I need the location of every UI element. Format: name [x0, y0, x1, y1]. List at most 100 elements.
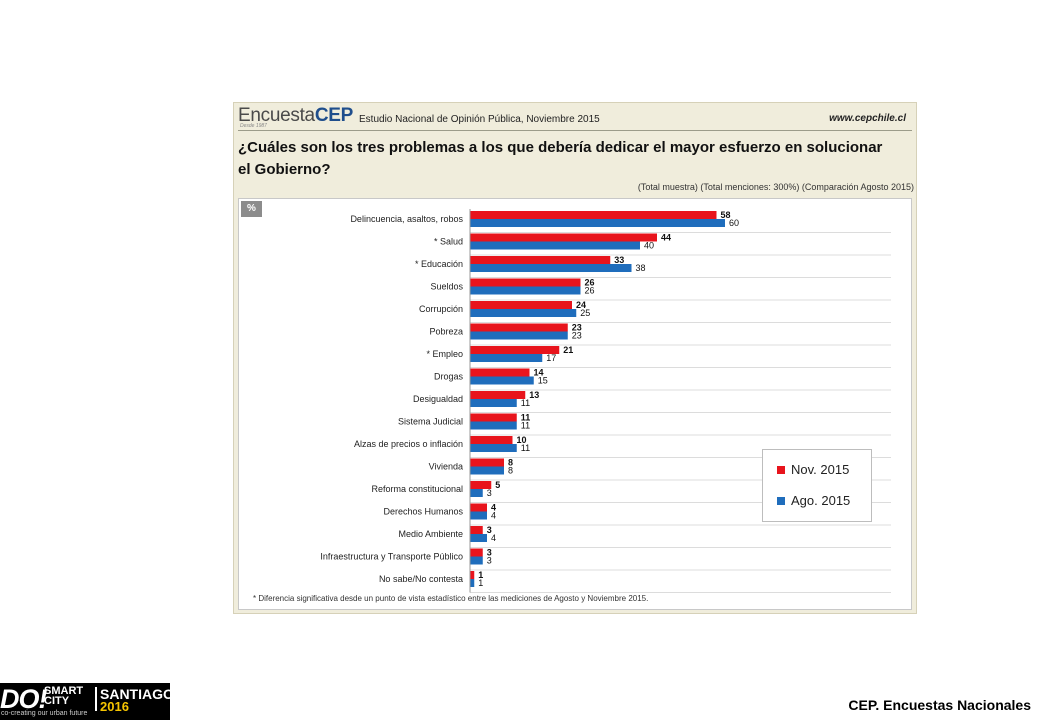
value-label-nov: 5 — [495, 480, 500, 490]
bar-ago-2015 — [470, 376, 534, 385]
value-label-ago: 1 — [478, 578, 483, 588]
legend-label-nov: Nov. 2015 — [791, 462, 850, 477]
legend-item-nov: Nov. 2015 — [777, 462, 849, 477]
logo-tagline: co-creating our urban future — [1, 710, 88, 717]
value-label-nov: 10 — [517, 435, 527, 445]
category-label: * Educación — [415, 259, 463, 269]
sample-note: (Total muestra) (Total menciones: 300%) … — [637, 182, 914, 192]
value-label-ago: 26 — [585, 286, 595, 296]
bar-ago-2015 — [470, 466, 504, 475]
bar-ago-2015 — [470, 354, 543, 362]
value-label-ago: 60 — [729, 218, 739, 228]
do-smart-city-logo: DO! SMART CITY SANTIAGO 2016 co-creating… — [0, 683, 174, 720]
bar-ago-2015 — [470, 241, 640, 250]
legend-label-ago: Ago. 2015 — [791, 493, 851, 508]
bar-nov-2015 — [470, 346, 560, 354]
logo-city-text: CITY — [44, 695, 70, 707]
bar-nov-2015 — [470, 548, 483, 557]
category-label: Vivienda — [429, 462, 463, 472]
value-label-ago: 4 — [491, 511, 496, 521]
value-label-ago: 15 — [538, 376, 548, 386]
legend-item-ago: Ago. 2015 — [777, 493, 850, 508]
value-label-nov: 13 — [529, 390, 539, 400]
website-link[interactable]: www.cepchile.cl — [829, 113, 906, 124]
value-label-nov: 14 — [534, 368, 544, 378]
bar-ago-2015 — [470, 399, 517, 407]
bar-nov-2015 — [470, 458, 504, 467]
category-label: Reforma constitucional — [371, 484, 463, 494]
value-label-nov: 8 — [508, 458, 513, 468]
bar-ago-2015 — [470, 489, 483, 497]
category-label: Derechos Humanos — [383, 507, 463, 517]
bar-nov-2015 — [470, 413, 517, 422]
category-label: * Salud — [434, 237, 463, 247]
bar-nov-2015 — [470, 323, 568, 332]
bar-nov-2015 — [470, 481, 492, 489]
category-label: Alzas de precios o inflación — [354, 439, 463, 449]
value-label-ago: 11 — [521, 398, 530, 408]
footer-credit: CEP. Encuestas Nacionales — [848, 697, 1031, 713]
logo-divider — [95, 687, 97, 711]
bar-nov-2015 — [470, 233, 657, 242]
brand-subtitle: Desde 1987 — [240, 123, 267, 129]
value-label-nov: 3 — [487, 525, 492, 535]
value-label-nov: 26 — [585, 278, 595, 288]
category-label: * Empleo — [426, 349, 463, 359]
logo-smart-text: SMART — [44, 685, 84, 697]
value-label-ago: 11 — [521, 421, 530, 431]
bar-ago-2015 — [470, 286, 581, 295]
bar-nov-2015 — [470, 526, 483, 534]
bar-nov-2015 — [470, 391, 526, 399]
value-label-nov: 11 — [521, 413, 531, 423]
study-title: Estudio Nacional de Opinión Pública, Nov… — [359, 114, 600, 125]
logo-do-text: DO! — [0, 684, 47, 714]
value-label-nov: 23 — [572, 323, 582, 333]
bar-ago-2015 — [470, 309, 577, 317]
bar-ago-2015 — [470, 511, 487, 520]
value-label-nov: 58 — [721, 210, 731, 220]
bar-nov-2015 — [470, 571, 475, 579]
bar-ago-2015 — [470, 264, 632, 272]
value-label-ago: 4 — [491, 533, 496, 543]
value-label-nov: 4 — [491, 503, 496, 513]
bar-nov-2015 — [470, 256, 611, 264]
value-label-ago: 3 — [487, 488, 492, 498]
value-label-nov: 24 — [576, 300, 586, 310]
bar-ago-2015 — [470, 331, 568, 340]
question-title: ¿Cuáles son los tres problemas a los que… — [238, 139, 883, 178]
value-label-nov: 44 — [661, 233, 671, 243]
value-label-ago: 23 — [572, 331, 582, 341]
value-label-nov: 1 — [478, 570, 483, 580]
value-label-ago: 17 — [546, 353, 556, 363]
category-label: Infraestructura y Transporte Público — [320, 552, 463, 562]
value-label-ago: 8 — [508, 466, 513, 476]
value-label-ago: 40 — [644, 241, 654, 251]
category-label: No sabe/No contesta — [379, 574, 463, 584]
bar-nov-2015 — [470, 301, 572, 309]
chart-area: Delincuencia, asaltos, robos 58 60 * Salud 4… — [238, 198, 912, 610]
category-label: Drogas — [434, 372, 464, 382]
encuesta-cep-logo: EncuestaCEP — [238, 105, 353, 126]
bar-ago-2015 — [470, 556, 483, 565]
value-label-ago: 38 — [636, 263, 646, 273]
value-label-nov: 3 — [487, 548, 492, 558]
legend-swatch-nov — [777, 465, 785, 474]
bar-nov-2015 — [470, 211, 717, 219]
category-label: Medio Ambiente — [398, 529, 463, 539]
header-divider — [238, 130, 912, 131]
logo-year-text: 2016 — [100, 699, 129, 714]
value-label-nov: 21 — [563, 345, 573, 355]
category-label: Pobreza — [429, 327, 463, 337]
value-label-ago: 3 — [487, 556, 492, 566]
legend-swatch-ago — [777, 496, 785, 505]
bar-ago-2015 — [470, 534, 487, 542]
category-label: Sueldos — [430, 282, 463, 292]
bar-nov-2015 — [470, 436, 513, 444]
value-label-nov: 33 — [614, 255, 624, 265]
category-label: Delincuencia, asaltos, robos — [350, 214, 463, 224]
legend: Nov. 2015 Ago. 2015 — [762, 449, 872, 522]
bar-ago-2015 — [470, 579, 475, 587]
unit-badge: % — [241, 201, 262, 217]
footnote: * Diferencia significativa desde un punt… — [253, 594, 649, 603]
